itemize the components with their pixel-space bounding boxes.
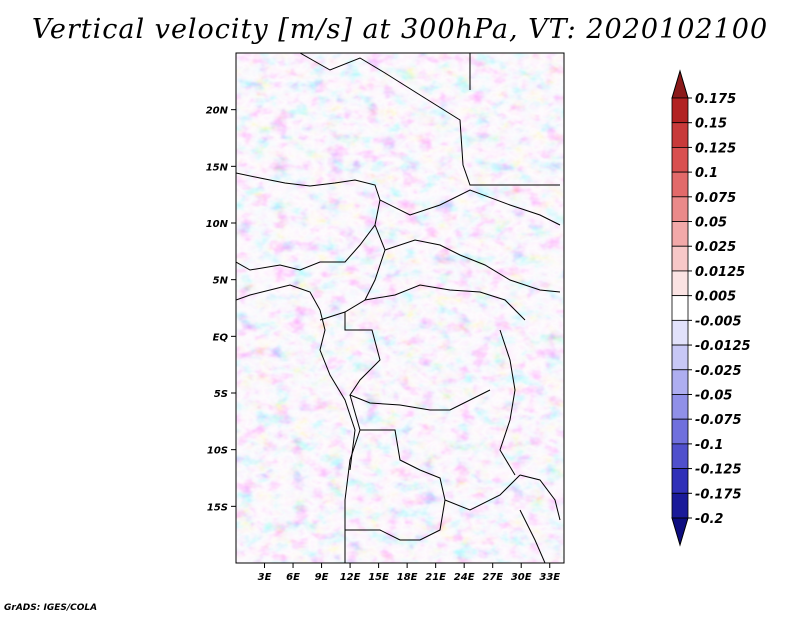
x-tick-label: 3E [258,572,272,583]
colorbar-bottom-extension [671,517,689,547]
y-tick-label: 5S [214,389,228,400]
colorbar-label: 0.125 [695,141,736,156]
colorbar-label: 0.15 [695,117,727,132]
border-line [344,312,491,411]
colorbar-label: -0.05 [695,388,732,403]
colorbar-swatch [671,171,689,198]
colorbar-label: 0.075 [695,191,736,206]
colorbar-label: -0.005 [695,314,742,329]
colorbar-swatch [671,97,689,124]
colorbar-label: -0.0125 [695,339,751,354]
colorbar-label: -0.025 [695,364,742,379]
colorbar-label: -0.075 [695,413,742,428]
border-line [236,172,381,201]
border-line [519,509,546,563]
y-tick-label: 5N [213,276,229,287]
x-tick-label: 9E [315,572,329,583]
border-line [345,499,446,541]
colorbar: 0.175 0.15 0.125 0.1 0.075 0.05 0.025 0.0125 0.0… [671,69,751,547]
y-tick-label: 15N [206,162,229,173]
colorbar-swatch [671,319,689,346]
colorbar-label: 0.0125 [695,265,745,280]
border-line [299,53,560,186]
x-tick-label: 33E [539,572,560,583]
x-tick-label: 6E [286,572,300,583]
border-line [360,429,521,511]
x-axis: 3E 6E 9E 12E 15E 18E 21E 24E 27E 30E 33E [258,563,560,583]
colorbar-swatch [671,468,689,494]
border-line [379,189,561,226]
plot-frame [235,52,565,564]
border-line [499,329,516,476]
x-tick-label: 24E [454,572,475,583]
x-tick-label: 21E [425,572,446,583]
colorbar-swatch [671,344,689,371]
colorbar-swatch [671,122,689,148]
colorbar-label: 0.05 [695,216,727,231]
colorbar-swatch [671,270,689,297]
colorbar-swatch [671,221,689,247]
x-tick-label: 12E [340,572,361,583]
colorbar-label: -0.1 [695,438,723,453]
grads-credit: GrADS: IGES/COLA [4,603,98,613]
colorbar-label: 0.1 [695,166,718,181]
colorbar-label: 0.025 [695,240,736,255]
y-tick-label: 15S [207,502,228,513]
colorbar-label: 0.005 [695,290,736,305]
colorbar-swatch [671,443,689,469]
colorbar-label: -0.2 [695,512,723,527]
colorbar-swatch [671,492,689,519]
colorbar-swatch [671,418,689,445]
velocity-field [236,53,564,563]
border-line [344,394,361,563]
colorbar-top-extension [671,69,689,99]
y-tick-label: 10S [207,446,228,457]
y-tick-label: 20N [206,106,229,117]
y-axis: 20N 15N 10N 5N EQ 5S 10S 15S [206,106,236,513]
border-line [519,474,561,521]
colorbar-swatch [671,147,689,173]
country-borders [236,53,561,563]
plot-area [236,53,564,563]
x-tick-label: 27E [482,572,503,583]
x-tick-label: 18E [397,572,418,583]
y-tick-label: EQ [213,332,229,343]
colorbar-label: -0.125 [695,463,742,478]
border-line [236,199,381,271]
border-line [319,224,386,321]
colorbar-swatch [671,394,689,420]
y-tick-label: 10N [206,219,229,230]
border-line [364,284,526,321]
x-tick-label: 30E [511,572,532,583]
border-line [236,284,356,471]
border-line [384,239,561,293]
colorbar-label: 0.175 [695,92,736,107]
colorbar-swatch [671,245,689,272]
colorbar-swatch [671,295,689,321]
chart-title: Vertical velocity [m/s] at 300hPa, VT: 2… [31,14,769,45]
colorbar-swatch [671,369,689,395]
colorbar-label: -0.175 [695,487,742,502]
colorbar-swatch [671,196,689,222]
x-tick-label: 15E [368,572,389,583]
